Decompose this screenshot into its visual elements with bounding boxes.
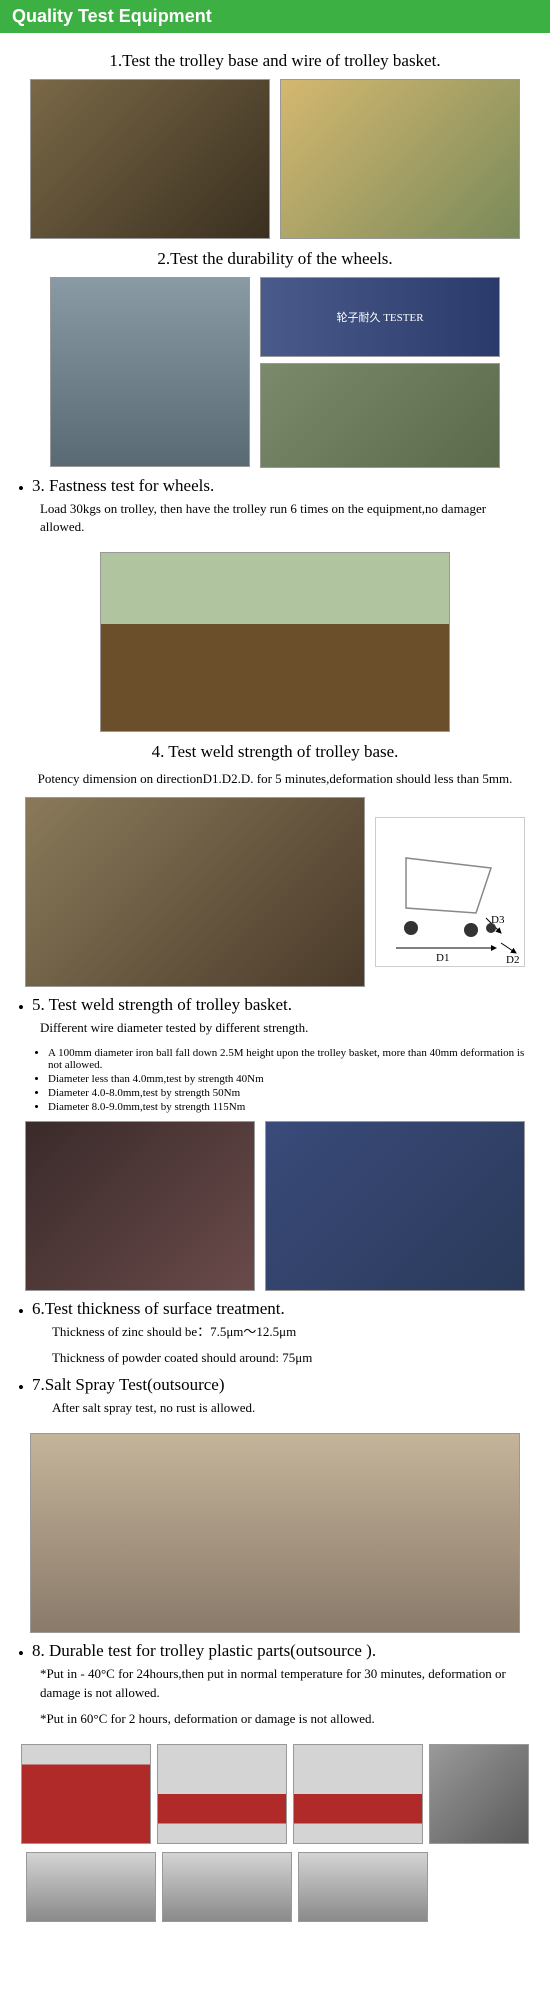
section-4-title: 4. Test weld strength of trolley base. [18,742,532,762]
section-1-images [18,79,532,239]
section-7-title: 7.Salt Spray Test(outsource) [32,1375,532,1395]
bullet-item: A 100mm diameter iron ball fall down 2.5… [48,1047,532,1071]
bullet-item: Diameter less than 4.0mm,test by strengt… [48,1073,532,1085]
section-8-row1 [18,1744,532,1844]
tester-sign-image: 轮子耐久 TESTER [260,277,500,357]
svg-text:D2: D2 [506,954,519,966]
section-3-desc: Load 30kgs on trolley, then have the tro… [40,500,532,536]
section-6-line2: Thickness of powder coated should around… [52,1349,532,1367]
section-6-line1: Thickness of zinc should be：7.5μm～12.5μm [52,1323,532,1341]
section-8-line2: *Put in 60°C for 2 hours, deformation or… [40,1710,532,1728]
salt-spray-image [30,1433,520,1633]
section-5-title: 5. Test weld strength of trolley basket. [32,995,532,1015]
bullet-icon: • [18,995,24,1021]
section-3-title: 3. Fastness test for wheels. [32,476,532,496]
section-2-images: 轮子耐久 TESTER [18,277,532,468]
section-4-images: D1 D2 D3 [18,797,532,987]
plastic-part-2-image [157,1744,287,1844]
main-content: 1.Test the trolley base and wire of trol… [0,33,550,1938]
section-5-desc: Different wire diameter tested by differ… [40,1019,532,1037]
wheel-durability-machine-image [50,277,250,467]
plastic-part-3-image [293,1744,423,1844]
bullet-icon: • [18,1299,24,1325]
section-2-title: 2.Test the durability of the wheels. [18,249,532,269]
bullet-icon: • [18,1375,24,1401]
section-5-bullets: A 100mm diameter iron ball fall down 2.5… [28,1047,532,1113]
grey-part-2-image [162,1852,292,1922]
bullet-item: Diameter 8.0-9.0mm,test by strength 115N… [48,1101,532,1113]
page-header: Quality Test Equipment [0,0,550,33]
header-title: Quality Test Equipment [12,6,212,26]
section-8-row2 [26,1852,532,1922]
test-base-image [30,79,270,239]
section-7-desc: After salt spray test, no rust is allowe… [52,1399,532,1417]
plastic-part-1-image [21,1744,151,1844]
section-5-images [18,1121,532,1291]
fastness-ramp-image [100,552,450,732]
basket-test-image [265,1121,525,1291]
tool-image [25,1121,255,1291]
section-8-line1: *Put in - 40°C for 24hours,then put in n… [40,1665,532,1701]
svg-text:D3: D3 [491,914,505,926]
section-6-title: 6.Test thickness of surface treatment. [32,1299,532,1319]
grey-part-3-image [298,1852,428,1922]
grey-part-1-image [26,1852,156,1922]
oven-image [429,1744,529,1844]
trolley-diagram: D1 D2 D3 [375,817,525,967]
test-wire-image [280,79,520,239]
bullet-item: Diameter 4.0-8.0mm,test by strength 50Nm [48,1087,532,1099]
bullet-icon: • [18,1641,24,1667]
wheel-test-area-image [260,363,500,468]
weld-test-base-image [25,797,365,987]
section-1-title: 1.Test the trolley base and wire of trol… [18,51,532,71]
bullet-icon: • [18,476,24,502]
section-4-desc: Potency dimension on directionD1.D2.D. f… [18,770,532,788]
svg-text:D1: D1 [436,952,449,964]
section-8-title: 8. Durable test for trolley plastic part… [32,1641,532,1661]
